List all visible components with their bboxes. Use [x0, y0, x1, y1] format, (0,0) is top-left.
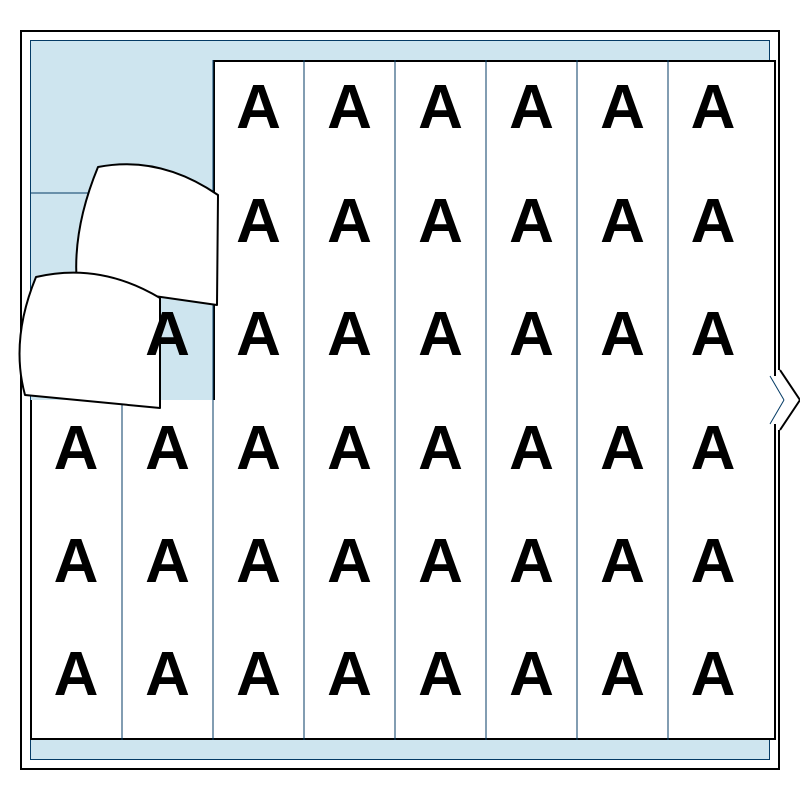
sticker-letter: A [600, 77, 645, 139]
sticker-letter: A [509, 418, 554, 480]
diagram-canvas: AAAAAAAAAAAAAAAAAAAAAAAAAAAAAAAAAAAAAAAA… [0, 0, 800, 800]
sticker-letter: A [327, 191, 372, 253]
sticker-letter: A [54, 644, 99, 706]
sticker-letter: A [145, 644, 190, 706]
sticker-letter: A [509, 77, 554, 139]
sticker-letter: A [145, 418, 190, 480]
sticker-letter: A [145, 304, 190, 366]
sticker-letter: A [691, 77, 736, 139]
sticker-letter: A [418, 531, 463, 593]
sticker-letter: A [327, 77, 372, 139]
sticker-letter: A [145, 531, 190, 593]
sticker-letter: A [691, 644, 736, 706]
sticker-letter: A [54, 418, 99, 480]
sticker-letter: A [418, 644, 463, 706]
sticker-letter: A [509, 531, 554, 593]
sticker-letter: A [691, 531, 736, 593]
sticker-letter: A [236, 531, 281, 593]
sticker-letter: A [236, 304, 281, 366]
sticker-letter: A [236, 644, 281, 706]
sticker-letter: A [691, 191, 736, 253]
sticker-letter: A [418, 191, 463, 253]
sticker-letter: A [509, 304, 554, 366]
sticker-letter: A [327, 304, 372, 366]
sticker-letter: A [600, 191, 645, 253]
sticker-letter: A [600, 644, 645, 706]
sticker-letter: A [418, 304, 463, 366]
sticker-letter: A [327, 418, 372, 480]
sticker-letter: A [54, 531, 99, 593]
sticker-letter: A [418, 418, 463, 480]
sticker-letter: A [327, 531, 372, 593]
sticker-letter: A [236, 77, 281, 139]
sticker-letter: A [236, 418, 281, 480]
sticker-letter: A [418, 77, 463, 139]
sticker-letter: A [600, 304, 645, 366]
sticker-letter: A [509, 644, 554, 706]
sticker-letter: A [691, 418, 736, 480]
sticker-letter: A [236, 191, 281, 253]
letters-layer: AAAAAAAAAAAAAAAAAAAAAAAAAAAAAAAAAAAAAAAA… [0, 0, 800, 800]
sticker-letter: A [600, 418, 645, 480]
sticker-letter: A [327, 644, 372, 706]
sticker-letter: A [600, 531, 645, 593]
sticker-letter: A [509, 191, 554, 253]
sticker-letter: A [691, 304, 736, 366]
